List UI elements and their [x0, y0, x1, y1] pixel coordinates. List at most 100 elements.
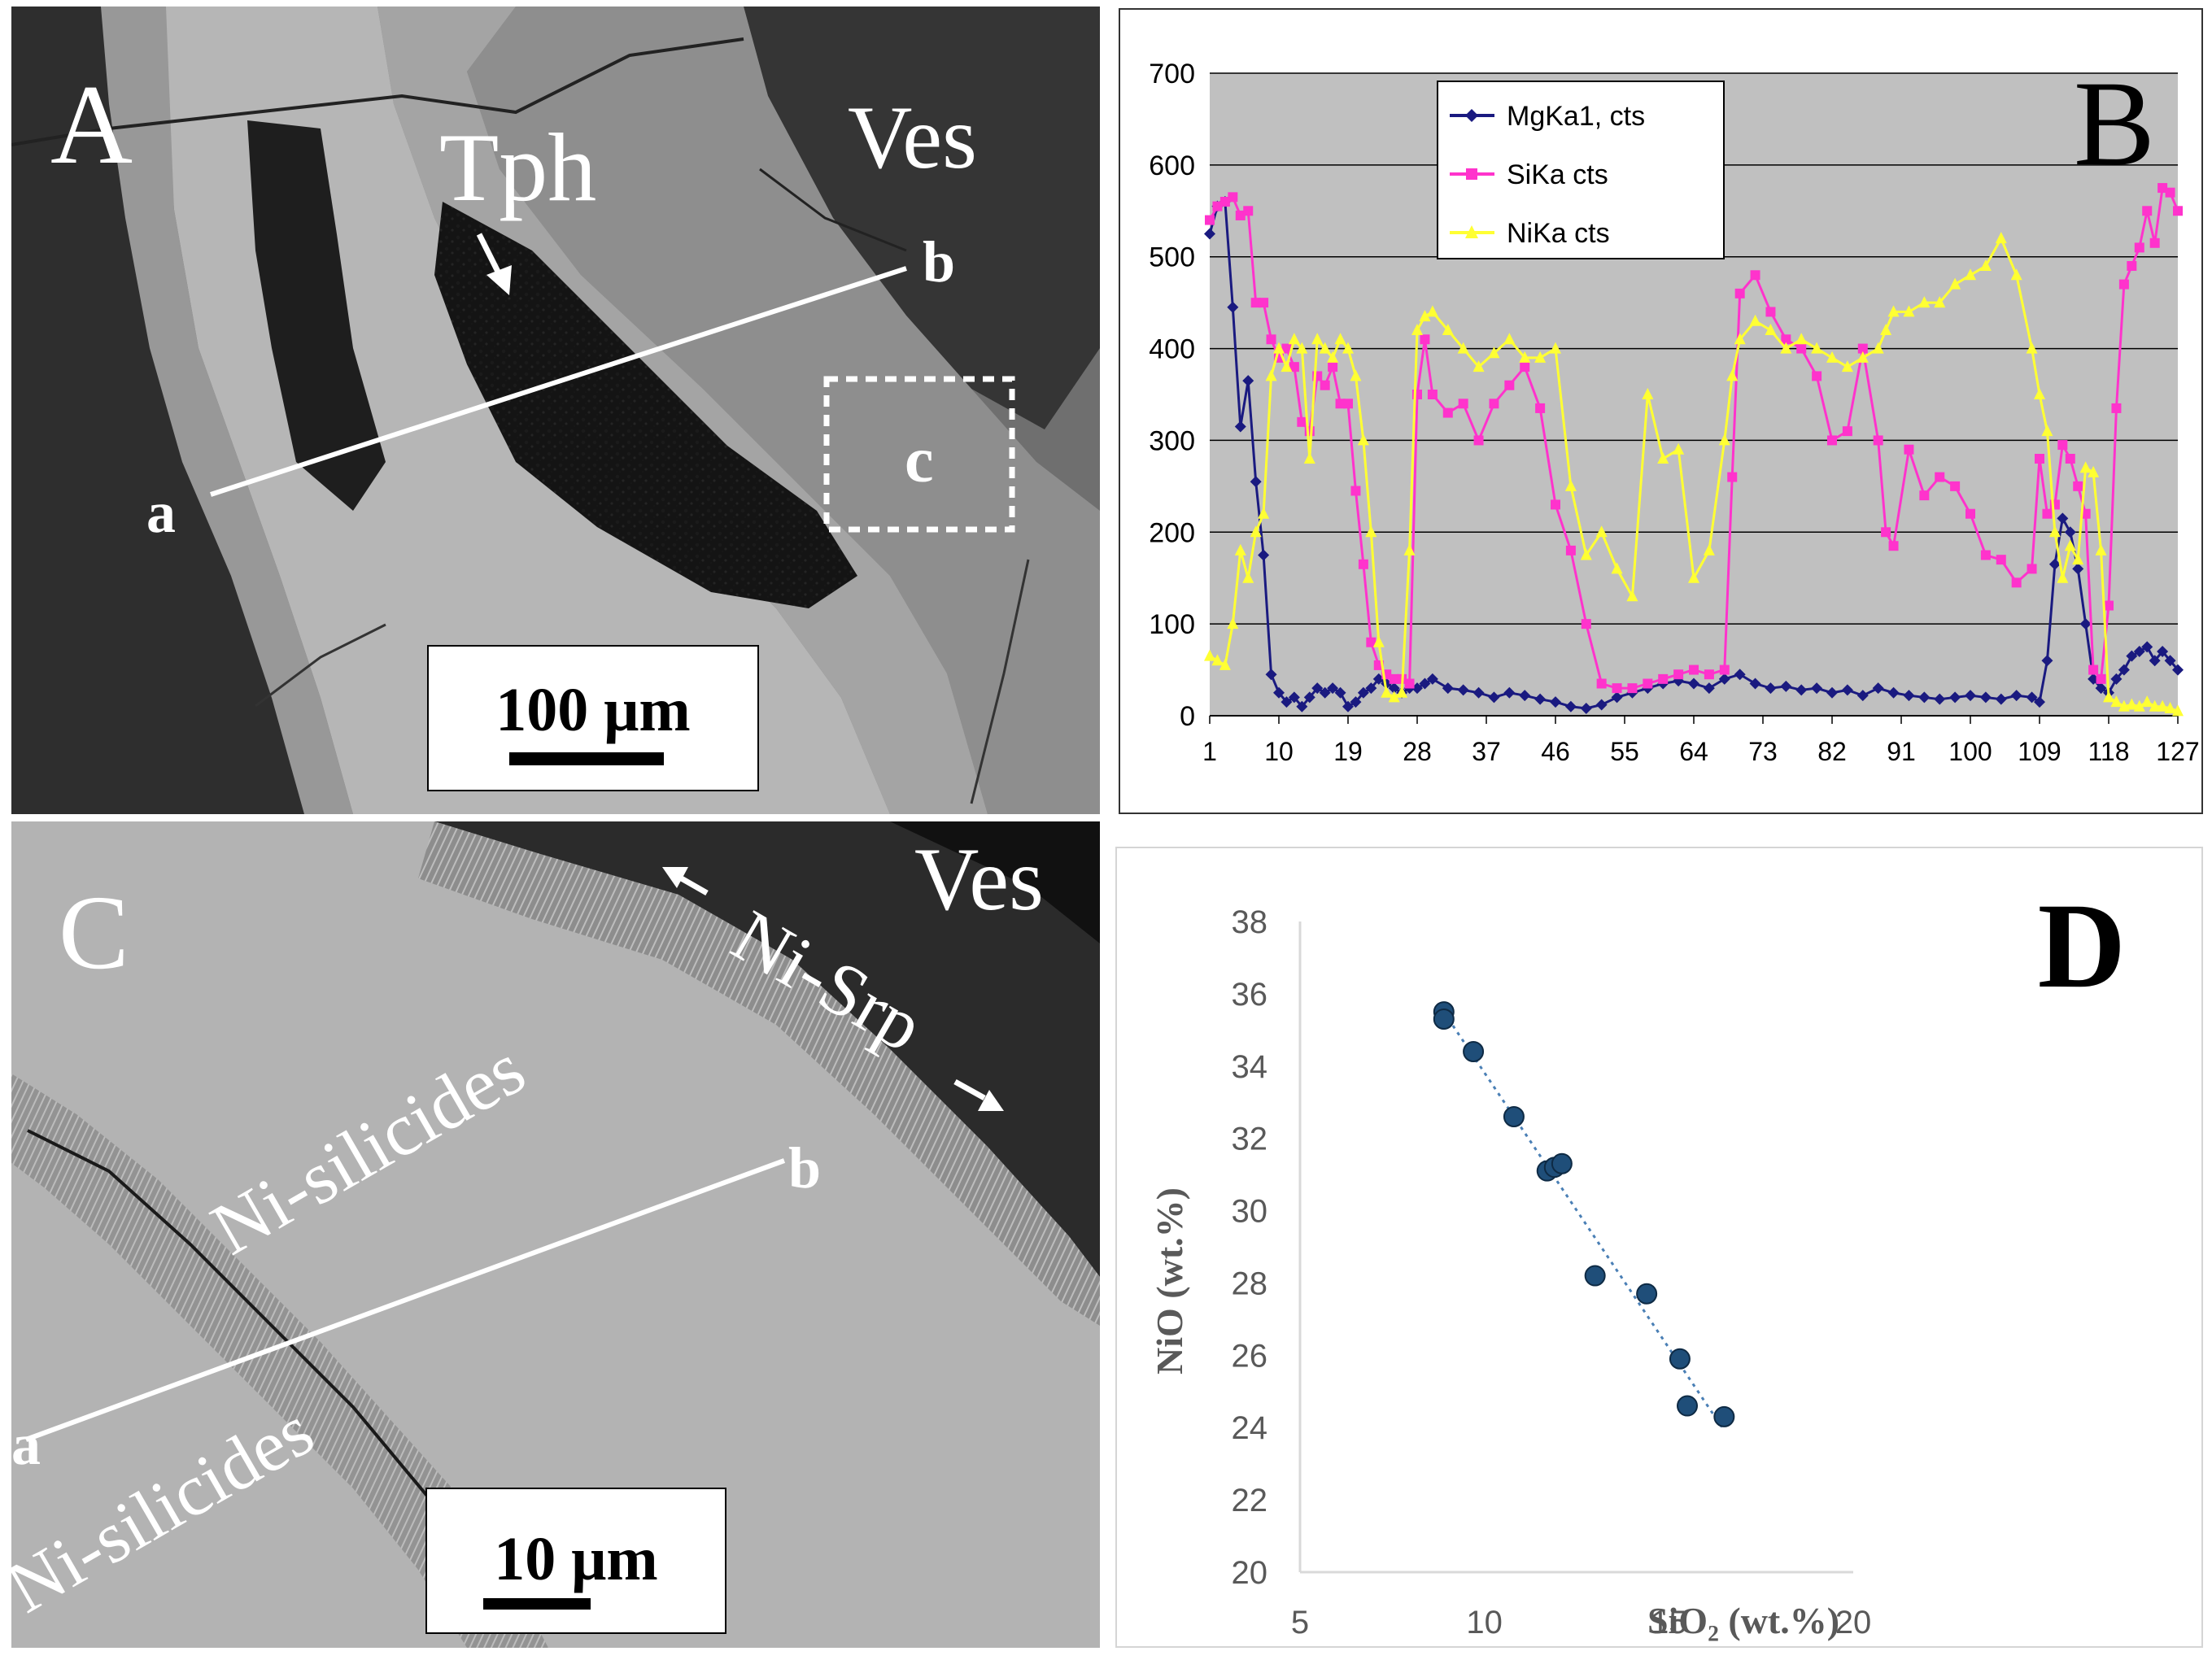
data-point-series-2 [1734, 288, 1745, 298]
data-point-series-2 [1627, 683, 1638, 694]
data-point-series-1 [2157, 646, 2169, 657]
panel-c-sem-image: C Ves Ni-Srp Ni-silicides Ni-silicides b… [11, 821, 1100, 1648]
data-point-series-3 [1242, 571, 1254, 583]
data-point-series-3 [1372, 635, 1385, 647]
data-point-series-2 [1535, 403, 1546, 413]
data-point-series-3 [1403, 543, 1416, 555]
data-point-series-2 [1827, 435, 1837, 446]
data-point-series-2 [1812, 371, 1822, 381]
zoom-box-c [823, 376, 1015, 533]
legend-marker [1466, 168, 1477, 180]
data-point-series-2 [1320, 380, 1330, 390]
data-point-series-2 [2149, 237, 2160, 248]
data-point-series-3 [1457, 342, 1469, 354]
data-point-series-3 [1826, 351, 1838, 363]
scale-bar-box [427, 645, 759, 791]
data-point-series-2 [1335, 399, 1346, 409]
panel-b-line-chart: 0 100 200 300 400 500 600 700 1 10 19 28 37 46 55 64 73… [1119, 8, 2203, 814]
data-point-series-2 [1643, 678, 1653, 689]
data-point-series-1 [1856, 690, 1869, 702]
fibrous-middle [11, 1074, 548, 1648]
y-tick-label: 38 [1232, 904, 1268, 940]
data-point-series-2 [1304, 426, 1315, 437]
data-point-series-1 [1311, 682, 1324, 695]
legend-marker [1465, 109, 1478, 122]
y-tick-label: 300 [1149, 425, 1195, 456]
fibrous-rim [418, 821, 1100, 1326]
data-point-series-1 [1296, 700, 1308, 712]
scatter-point [1677, 1395, 1698, 1417]
data-point-series-2 [1658, 673, 1669, 684]
data-point-series-3 [2172, 704, 2184, 717]
data-point-series-3 [2149, 699, 2161, 712]
data-point-series-2 [2088, 664, 2099, 675]
data-point-series-2 [1297, 416, 1307, 427]
data-point-series-2 [2173, 206, 2183, 216]
x-tick-label: 55 [1610, 737, 1639, 766]
data-point-series-3 [1580, 548, 1592, 560]
data-point-series-2 [1781, 334, 1791, 345]
scatter-point [1463, 1041, 1485, 1062]
data-point-series-3 [1396, 686, 1408, 698]
label-ves: Ves [848, 88, 977, 187]
data-point-series-3 [1327, 351, 1339, 363]
scatter-chart-svg: D 20 22 24 26 28 30 32 34 36 38 5 10 15 20 SiO₂ (wt.%… [1149, 878, 2126, 1641]
data-point-series-2 [2127, 261, 2137, 271]
data-point-series-3 [2010, 268, 2022, 281]
data-point-series-3 [1488, 346, 1500, 359]
data-point-series-3 [1350, 369, 1362, 381]
data-point-series-1 [2172, 664, 2184, 676]
data-point-series-3 [1688, 571, 1699, 583]
data-point-series-1 [2133, 646, 2145, 657]
data-point-series-3 [1673, 442, 1685, 455]
data-point-series-1 [1734, 669, 1746, 681]
data-point-series-3 [1726, 369, 1739, 381]
data-point-series-3 [1749, 314, 1761, 326]
data-point-series-1 [1718, 673, 1730, 685]
data-point-series-2 [1965, 508, 1975, 519]
data-point-series-2 [2042, 508, 2053, 519]
data-point-series-3 [1281, 360, 1293, 373]
y-tick-label: 24 [1232, 1410, 1268, 1446]
data-point-series-3 [1718, 433, 1730, 446]
series-line-1 [1208, 199, 2179, 710]
crack-line [11, 37, 744, 146]
data-point-series-1 [1327, 682, 1339, 695]
data-point-series-2 [1404, 678, 1415, 689]
panel-a-sem-image: A Tph Ves b a c 100 μm [11, 7, 1100, 814]
scale-bar-label-a: 100 μm [495, 676, 690, 744]
x-tick-label: 10 [1466, 1605, 1503, 1640]
x-tick-label: 19 [1333, 737, 1363, 766]
y-tick-label: 20 [1232, 1555, 1268, 1591]
label-point-b: b [923, 229, 955, 294]
data-point-series-1 [2041, 655, 2053, 667]
data-point-series-1 [1749, 677, 1761, 690]
data-point-series-1 [1872, 682, 1884, 695]
data-point-series-2 [1904, 444, 1914, 455]
data-point-series-1 [1580, 702, 1592, 714]
outer-band [467, 7, 1100, 814]
data-point-series-1 [1242, 375, 1254, 387]
data-point-series-1 [2095, 682, 2107, 695]
data-point-series-2 [1612, 683, 1622, 694]
data-point-series-2 [1427, 390, 1438, 399]
vesicle-region-c [890, 821, 1100, 943]
panel-letter-a: A [50, 62, 133, 188]
y-tick-label: 30 [1232, 1194, 1268, 1230]
data-point-series-2 [2035, 454, 2044, 464]
data-point-series-3 [1642, 388, 1654, 399]
data-point-series-1 [1342, 700, 1354, 712]
data-point-series-2 [1673, 669, 1684, 680]
data-point-series-1 [1703, 682, 1715, 695]
data-point-series-1 [1365, 682, 1377, 695]
data-point-series-2 [2011, 577, 2022, 588]
data-point-series-3 [1303, 452, 1315, 464]
data-point-series-2 [1857, 343, 1868, 354]
data-point-series-2 [1350, 486, 1361, 496]
data-point-series-2 [1212, 201, 1223, 211]
data-point-series-3 [1780, 342, 1792, 354]
data-point-series-1 [2164, 655, 2176, 667]
data-point-series-3 [2103, 691, 2114, 703]
y-tick-label: 32 [1232, 1122, 1268, 1157]
data-point-series-1 [1688, 677, 1699, 690]
